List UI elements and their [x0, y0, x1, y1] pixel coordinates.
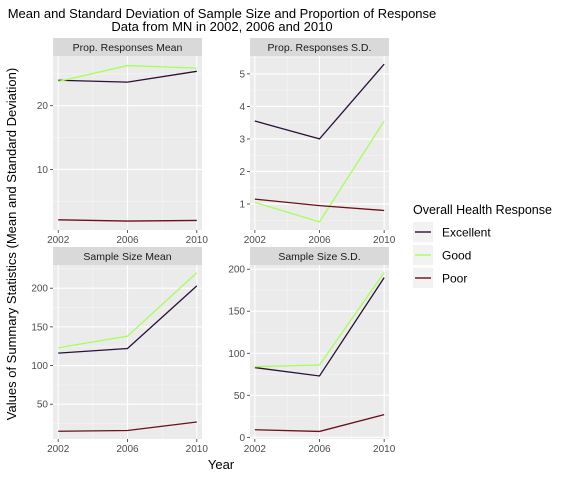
series-line-good — [58, 64, 197, 83]
y-tick-label: 10 — [37, 165, 49, 176]
x-tick-label: 2002 — [47, 444, 70, 455]
x-tick-label: 2002 — [47, 235, 70, 246]
strip-background — [250, 247, 389, 265]
legend-label: Poor — [442, 272, 467, 286]
series-line-good — [58, 272, 198, 349]
y-tick-label: 2 — [239, 167, 245, 178]
x-tick-label: 2002 — [244, 444, 267, 455]
strip-background — [53, 247, 202, 265]
strip-label: Sample Size S.D. — [278, 251, 360, 263]
series-line-excellent — [58, 70, 197, 83]
x-tick-label: 2010 — [373, 235, 396, 246]
series-line-good — [254, 120, 385, 223]
strip-background — [53, 38, 202, 56]
series-line-poor — [58, 421, 197, 432]
y-axis-title: Values of Summary Statistics (Mean and S… — [4, 68, 19, 420]
y-tick-label: 5 — [239, 69, 245, 80]
y-tick-label: 100 — [228, 349, 245, 360]
panel-size-sd: Sample Size S.D. 0 50 100 150 200 2002 2006 2010 — [228, 247, 396, 455]
legend-item-poor: Poor — [413, 268, 467, 288]
x-tick-label: 2006 — [308, 235, 331, 246]
y-tick-label: 4 — [239, 102, 245, 113]
series-line-good — [254, 272, 385, 368]
strip-label: Prop. Responses S.D. — [268, 42, 372, 54]
series-line-poor — [254, 413, 385, 433]
series-line-poor — [58, 219, 197, 222]
y-tick-label: 0 — [239, 433, 245, 444]
panel-prop-sd: Prop. Responses S.D. 1 2 3 4 5 2002 2006 2010 — [239, 38, 396, 246]
x-tick-label: 2006 — [116, 235, 139, 246]
strip-label: Sample Size Mean — [83, 251, 171, 263]
y-tick-label: 20 — [37, 101, 49, 112]
x-tick-label: 2010 — [186, 444, 209, 455]
legend: Overall Health Response Excellent Good Poo… — [413, 203, 552, 288]
y-tick-label: 3 — [239, 134, 245, 145]
series-line-excellent — [254, 277, 385, 377]
panel-size-mean: Sample Size Mean 50 100 150 200 2002 2006 2010 — [31, 247, 208, 455]
legend-title: Overall Health Response — [413, 203, 552, 217]
x-tick-label: 2006 — [308, 444, 331, 455]
x-axis-title: Year — [208, 457, 235, 472]
y-tick-label: 50 — [234, 391, 246, 402]
y-tick-label: 150 — [228, 307, 245, 318]
series-line-poor — [254, 198, 385, 212]
x-tick-label: 2010 — [373, 444, 396, 455]
legend-label: Excellent — [442, 226, 491, 240]
y-tick-label: 1 — [239, 199, 245, 210]
legend-item-excellent: Excellent — [413, 222, 491, 242]
y-tick-label: 200 — [228, 265, 245, 276]
series-line-excellent — [254, 63, 385, 140]
x-tick-label: 2002 — [244, 235, 267, 246]
panel-prop-mean: Prop. Responses Mean 10 20 2002 2006 2010 — [37, 38, 208, 246]
y-tick-label: 100 — [31, 361, 48, 372]
y-tick-label: 50 — [37, 400, 49, 411]
strip-background — [250, 38, 389, 56]
legend-label: Good — [442, 249, 471, 263]
series-line-excellent — [58, 285, 198, 354]
strip-label: Prop. Responses Mean — [73, 42, 183, 54]
x-tick-label: 2006 — [116, 444, 139, 455]
y-tick-label: 150 — [31, 322, 48, 333]
chart-title: Mean and Standard Deviation of Sample Si… — [8, 6, 437, 21]
x-tick-label: 2010 — [186, 235, 209, 246]
y-tick-label: 200 — [31, 284, 48, 295]
legend-item-good: Good — [413, 245, 471, 265]
chart-subtitle: Data from MN in 2002, 2006 and 2010 — [111, 19, 332, 34]
